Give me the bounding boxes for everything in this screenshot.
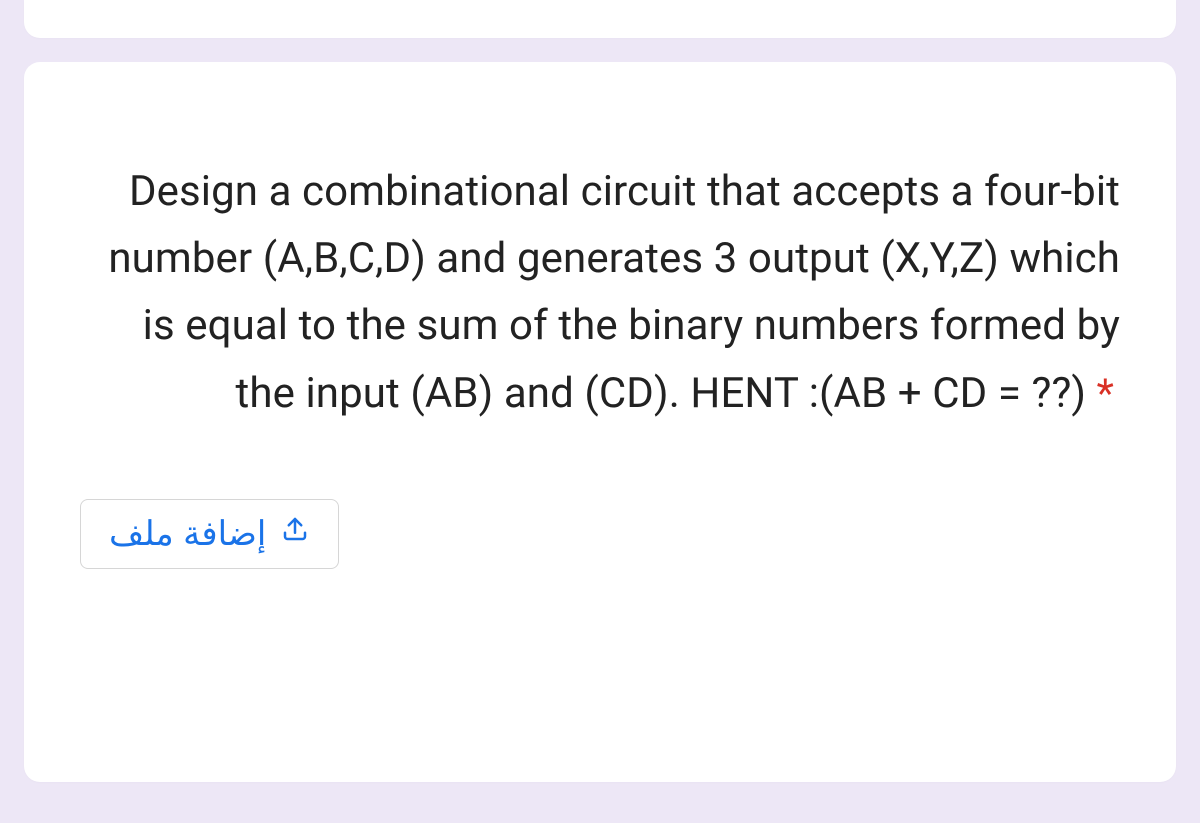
question-block: Design a combinational circuit that acce… (80, 158, 1120, 427)
add-file-button[interactable]: إضافة ملف (80, 499, 339, 569)
upload-icon (280, 514, 310, 553)
previous-card-sliver (24, 0, 1176, 38)
question-card: Design a combinational circuit that acce… (24, 62, 1176, 782)
page-root: Design a combinational circuit that acce… (0, 0, 1200, 823)
upload-row: إضافة ملف (80, 499, 1120, 569)
question-text: Design a combinational circuit that acce… (80, 158, 1120, 427)
question-body: Design a combinational circuit that acce… (108, 167, 1120, 418)
required-star: * (1097, 370, 1114, 417)
add-file-label: إضافة ملف (109, 514, 266, 554)
